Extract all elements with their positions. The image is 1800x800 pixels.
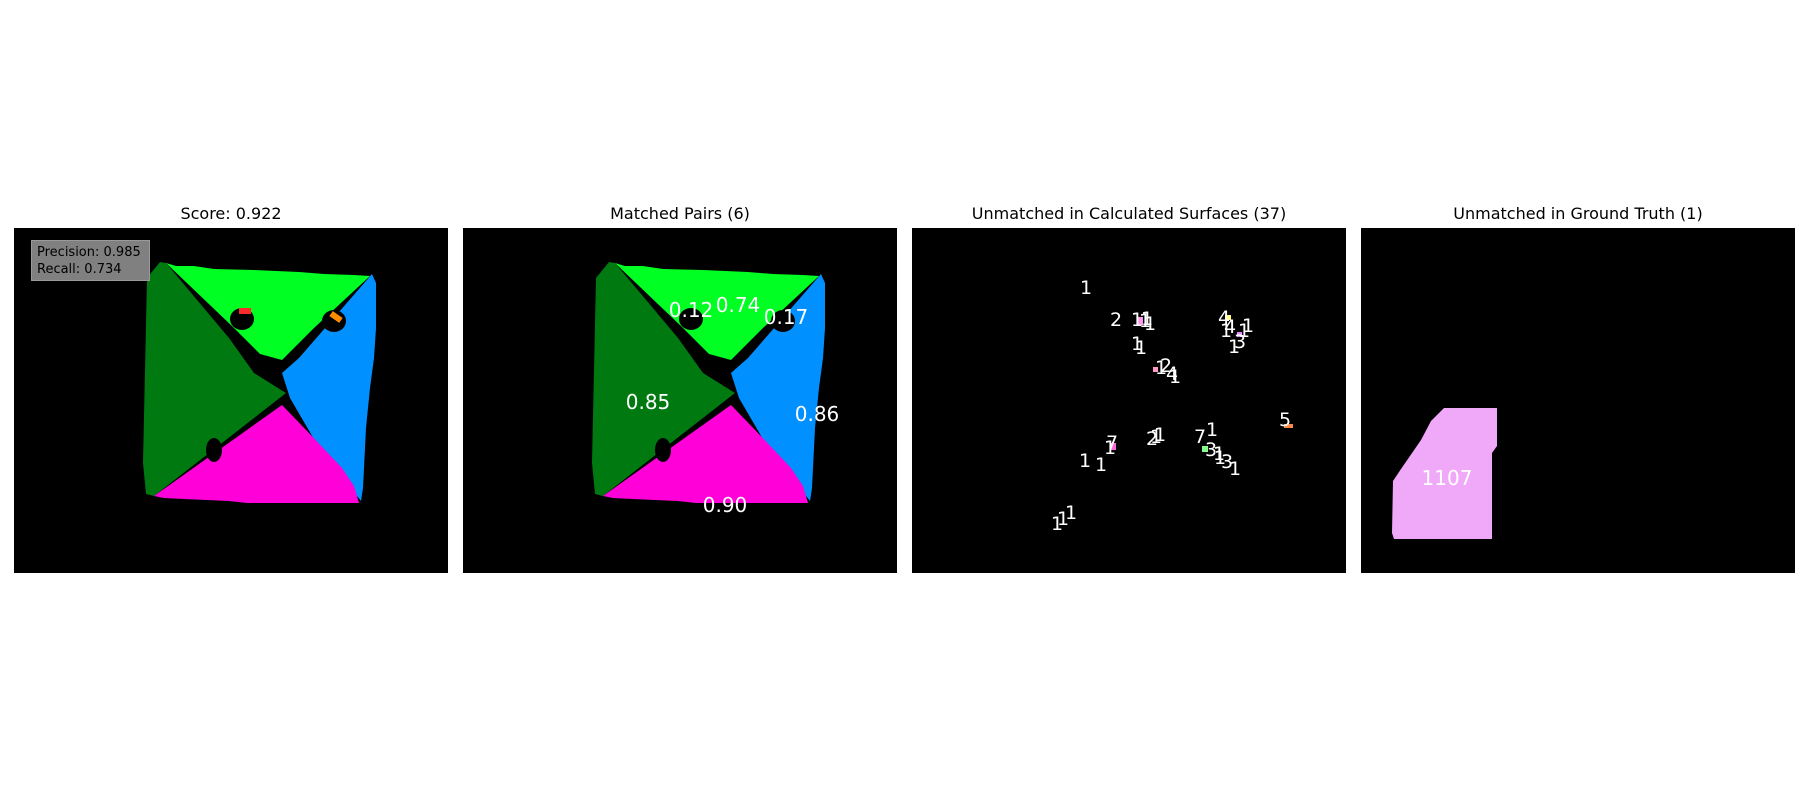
bottom-surface [603, 405, 808, 503]
unmatched-calc-label: 2 [1110, 309, 1122, 331]
fragment [1111, 443, 1116, 450]
unmatched-calc-label: 1 [1051, 513, 1063, 535]
hole [655, 438, 671, 462]
fragment [1237, 332, 1242, 337]
unmatched-ground-truth-panel: 1107 [1361, 228, 1795, 573]
unmatched-calc-label: 3 [1205, 439, 1217, 461]
unmatched-calc-label: 1 [1213, 443, 1225, 465]
matched-pairs-panel: 0.12 0.74 0.17 0.85 0.86 0.90 [463, 228, 897, 573]
recall-text: Recall: 0.734 [37, 262, 122, 277]
matched-label: 0.17 [764, 305, 809, 329]
fragment [1153, 367, 1158, 372]
unmatched-calc-label: 1 [1155, 357, 1167, 379]
unmatched-calc-label: 1 [1065, 502, 1077, 524]
matched-label: 0.12 [669, 298, 714, 322]
unmatched-calc-label: 7 [1194, 426, 1206, 448]
unmatched-calc-label: 1 [1150, 426, 1162, 448]
unmatched-calc-label: 1 [1079, 450, 1091, 472]
unmatched-calc-label: 1 [1104, 437, 1116, 459]
hole [771, 310, 795, 332]
right-surface [731, 274, 825, 501]
unmatched-calc-label: 1 [1220, 320, 1232, 342]
matched-label: 0.86 [795, 402, 840, 426]
unmatched-calc-label: 4 [1224, 316, 1236, 338]
unmatched-calc-label: 4 [1166, 363, 1178, 385]
precision-text: Precision: 0.985 [37, 245, 141, 260]
metrics-box: Precision: 0.985 Recall: 0.734 [31, 240, 150, 281]
top-surface [615, 263, 819, 360]
unmatched-calc-label: 1 [1229, 458, 1241, 480]
unmatched-calc-label: 1 [1238, 320, 1250, 342]
unmatched-calc-label: 1 [1131, 309, 1143, 331]
unmatched-calc-label: 2 [1160, 355, 1172, 377]
red-fragment [239, 308, 251, 314]
fragment [1202, 446, 1208, 452]
unmatched-calc-label: 1 [1139, 310, 1151, 332]
score-segmentation-image [143, 262, 398, 503]
fragment [1225, 315, 1231, 320]
unmatched-calc-label: 1 [1095, 454, 1107, 476]
top-surface [166, 263, 370, 360]
unmatched-calc-label: 1 [1080, 277, 1092, 299]
unmatched-calc-label: 1 [1242, 315, 1254, 337]
hole [206, 438, 222, 462]
unmatched-calc-label: 5 [1279, 409, 1291, 431]
unmatched-calc-label: 7 [1106, 432, 1118, 454]
left-surface [143, 262, 286, 496]
unmatched-calc-label: 3 [1234, 331, 1246, 353]
matched-label: 0.85 [626, 390, 671, 414]
orange-fragment [329, 311, 343, 323]
unmatched-calc-label: 1 [1144, 313, 1156, 335]
panel-title-unmatched-ground-truth: Unmatched in Ground Truth (1) [1453, 204, 1703, 223]
fragment [1284, 424, 1293, 428]
matched-label: 0.90 [703, 493, 748, 517]
hole [380, 420, 398, 432]
left-surface [592, 262, 735, 496]
matched-segmentation-image: 0.12 0.74 0.17 0.85 0.86 0.90 [592, 262, 847, 517]
unmatched-ground-truth-image: 1107 [1392, 408, 1497, 539]
bottom-surface [154, 405, 359, 503]
score-panel: Precision: 0.985 Recall: 0.734 [14, 228, 448, 573]
unmatched-calc-label: 2 [1146, 428, 1158, 450]
fragment [1138, 317, 1143, 325]
right-surface [282, 274, 376, 501]
panel-title-score: Score: 0.922 [180, 204, 282, 223]
unmatched-calc-label: 1 [1057, 508, 1069, 530]
hole [829, 420, 847, 432]
panel-title-matched-pairs: Matched Pairs (6) [610, 204, 750, 223]
unmatched-calc-label: 1 [1228, 336, 1240, 358]
unmatched-calc-label: 1 [1214, 447, 1226, 469]
unmatched-calc-label: 1 [1169, 366, 1181, 388]
ground-truth-region [1392, 408, 1497, 539]
hole [322, 310, 346, 332]
panel-title-unmatched-calculated: Unmatched in Calculated Surfaces (37) [971, 204, 1287, 223]
hole [679, 308, 703, 330]
unmatched-calc-label: 3 [1221, 451, 1233, 473]
unmatched-calc-label: 1 [1135, 337, 1147, 359]
unmatched-calc-label: 1 [1154, 424, 1166, 446]
ground-truth-label: 1107 [1422, 466, 1473, 490]
unmatched-calc-label: 1 [1141, 308, 1153, 330]
matched-label: 0.74 [716, 293, 761, 317]
unmatched-calc-label: 1 [1206, 419, 1218, 441]
unmatched-calc-label: 1 [1131, 333, 1143, 355]
unmatched-calc-label: 4 [1218, 307, 1230, 329]
